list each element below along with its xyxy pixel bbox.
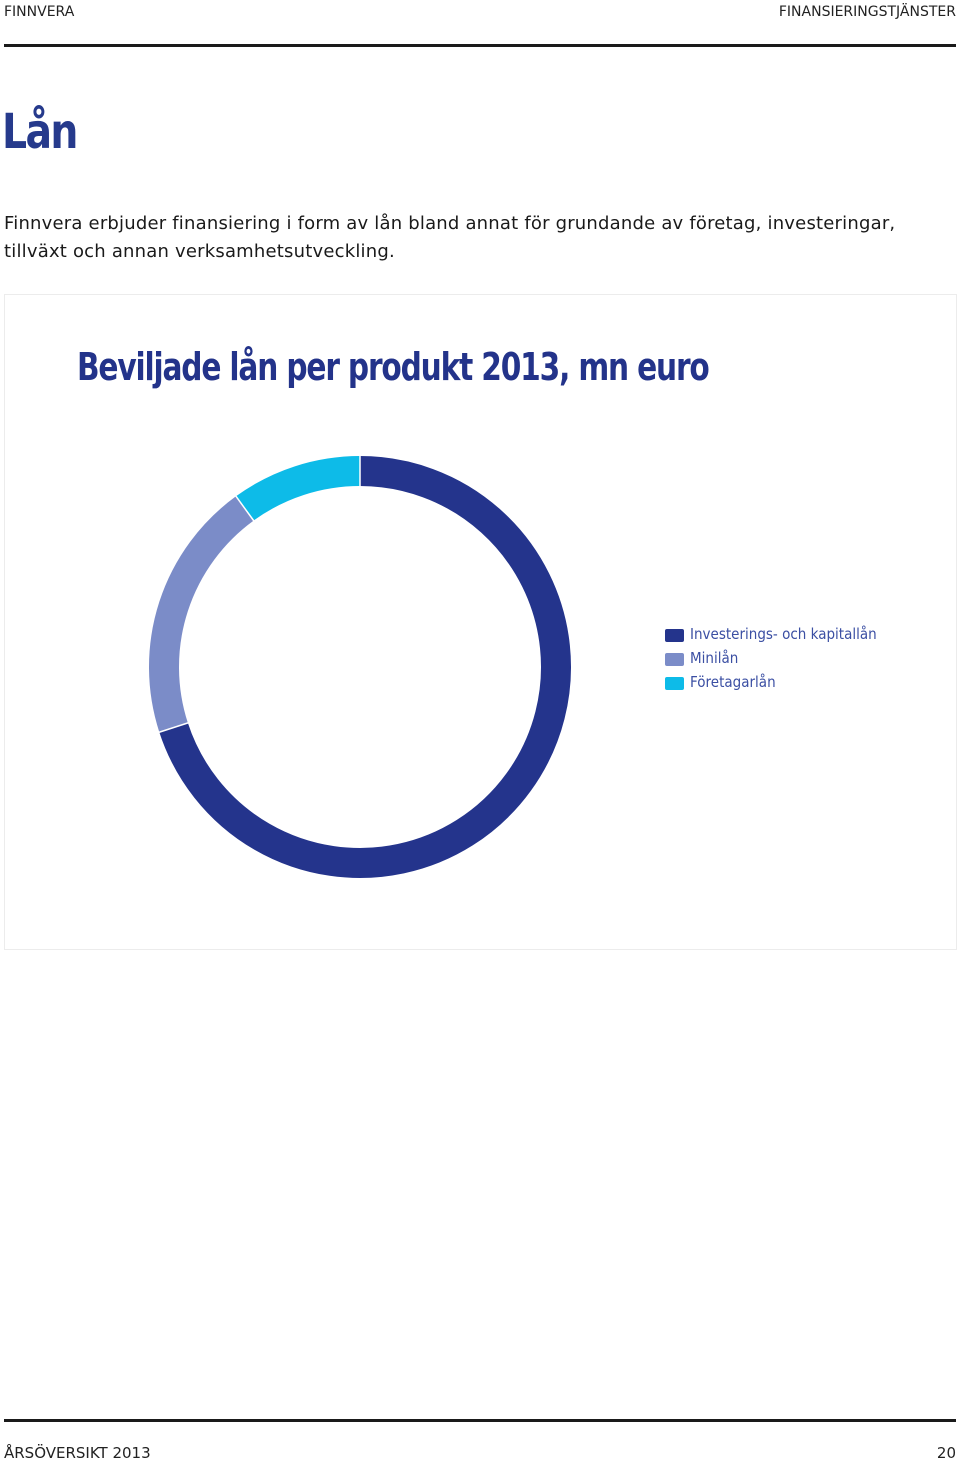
legend-swatch (665, 677, 684, 690)
donut-slice-2 (149, 496, 254, 733)
slice-separator (158, 721, 190, 734)
legend-label: Minilån (690, 649, 739, 667)
header-section: FINANSIERINGSTJÄNSTER (778, 4, 956, 20)
slice-separator (234, 495, 255, 522)
footer-label: ÅRSÖVERSIKT 2013 (4, 1444, 151, 1462)
intro-paragraph: Finnvera erbjuder finansiering i form av… (4, 213, 896, 262)
legend-swatch (665, 629, 684, 642)
chart-title: Beviljade lån per produkt 2013, mn euro (77, 345, 710, 389)
header-rule (4, 44, 956, 47)
chart-container: Beviljade lån per produkt 2013, mn euro … (4, 294, 957, 950)
header-brand: FINNVERA (4, 4, 75, 20)
donut-slice-1 (159, 456, 571, 878)
footer-rule (4, 1419, 956, 1422)
legend-label: Investerings- och kapitallån (690, 625, 877, 643)
legend-label: Företagarlån (690, 673, 776, 691)
donut-slice-3 (235, 456, 361, 521)
donut-chart (149, 455, 571, 878)
legend-swatch (665, 653, 684, 666)
page-number: 20 (936, 1444, 956, 1462)
page-title: Lån (2, 104, 78, 160)
